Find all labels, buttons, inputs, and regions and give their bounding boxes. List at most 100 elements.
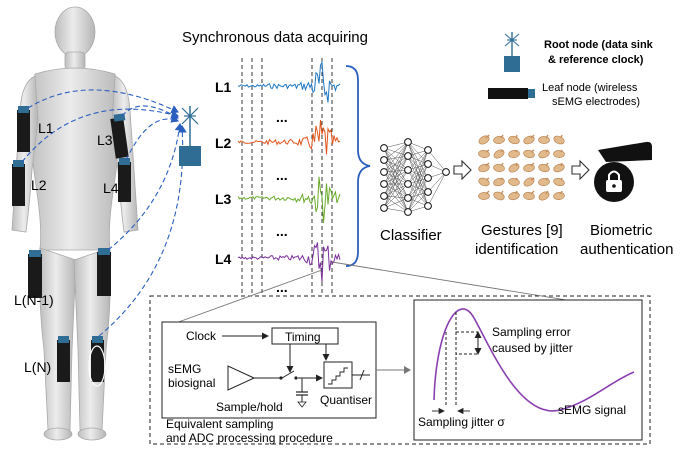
gesture-thumbnail (493, 177, 505, 187)
electrode-l2 (12, 160, 25, 206)
biometric-label-line1: Biometric (590, 222, 653, 239)
gesture-thumbnail (553, 177, 565, 187)
gestures-label-line2: identification (475, 241, 558, 258)
signal-trace-l4 (237, 242, 341, 283)
gesture-thumbnail (478, 134, 490, 145)
semg-signal-curve (433, 308, 635, 412)
nn-connection (407, 191, 429, 213)
sampling-error-line1: Sampling error (492, 325, 571, 339)
nn-connection (407, 149, 429, 171)
signal-traces (237, 60, 341, 283)
nn-connection (427, 171, 447, 207)
nn-connection (383, 169, 409, 209)
classifier-network-icon (380, 138, 450, 216)
sampling-jitter-label: Sampling jitter σ (418, 415, 505, 429)
sample-hold-label: Sample/hold (216, 400, 283, 414)
nn-node (404, 152, 412, 160)
nn-connection (383, 183, 409, 197)
channel-label-l3: L3 (215, 191, 232, 207)
nn-node (404, 194, 412, 202)
gesture-images-grid (478, 134, 565, 201)
nn-node (380, 204, 388, 212)
gesture-thumbnail (478, 162, 490, 173)
biometric-label-line2: authentication (580, 241, 673, 258)
electrode-l1 (17, 106, 30, 152)
nn-connection (383, 183, 409, 213)
sampling-error-line2: caused by jitter (492, 341, 573, 355)
gesture-thumbnail (508, 190, 520, 201)
gesture-thumbnail (538, 177, 550, 186)
sample-hold-switch-icon (279, 370, 323, 408)
gesture-thumbnail (508, 149, 520, 158)
gesture-thumbnail (553, 149, 565, 158)
nn-connection (383, 155, 409, 197)
nn-node (404, 208, 412, 216)
channel-label-l1: L1 (215, 79, 232, 95)
detail-panel (149, 295, 651, 445)
gestures-label-line1: Gestures [9] (481, 222, 563, 239)
legend-root-line1: Root node (data sink (544, 39, 654, 51)
sync-lines (241, 58, 333, 296)
body-label-ln: L(N) (24, 359, 51, 375)
electrode-ln-left (57, 336, 70, 382)
nn-connection (383, 183, 409, 209)
legend-root-node-icon (504, 32, 520, 72)
nn-connection (427, 149, 447, 173)
jitter-plot-panel (413, 299, 643, 441)
gesture-thumbnail (493, 190, 505, 201)
nn-node (404, 180, 412, 188)
arrow-to-biometric (571, 159, 590, 181)
nn-connection (383, 171, 409, 185)
body-label-l1: L1 (38, 120, 54, 136)
gesture-thumbnail (523, 162, 535, 172)
nn-node (380, 144, 388, 152)
legend-root-line2: & reference clock) (548, 54, 644, 66)
nn-connection (383, 159, 409, 185)
nn-connection (383, 171, 409, 199)
nn-connection (383, 147, 409, 157)
nn-connection (383, 141, 409, 209)
signal-trace-l2 (237, 119, 341, 155)
ellipsis-2: ... (276, 167, 288, 183)
nn-connection (383, 159, 409, 171)
nn-connection (383, 183, 409, 199)
nn-connection (383, 195, 409, 213)
gesture-thumbnail (493, 134, 505, 144)
quantiser-label: Quantiser (320, 393, 372, 407)
nn-connection (383, 147, 409, 199)
gesture-thumbnail (508, 162, 520, 173)
amplifier-icon (227, 365, 256, 391)
nn-node (404, 138, 412, 146)
gesture-thumbnail (478, 149, 490, 158)
body-label-l3: L3 (97, 132, 113, 148)
nn-node (380, 192, 388, 200)
gesture-thumbnail (553, 190, 565, 200)
gesture-thumbnail (478, 190, 490, 200)
nn-connection (407, 163, 429, 213)
nn-connection (383, 141, 409, 197)
root-node-icon (179, 106, 201, 166)
electrode-ln1-left (28, 250, 42, 298)
arrow-to-gestures (453, 159, 472, 181)
gesture-thumbnail (538, 149, 550, 159)
gesture-thumbnail (508, 177, 520, 186)
nn-connection (383, 155, 409, 161)
gesture-thumbnail (508, 134, 520, 145)
nn-connection (383, 147, 409, 213)
ellipsis-4: ... (276, 279, 288, 295)
nn-node (404, 166, 412, 174)
adc-caption-line1: Equivalent sampling (166, 417, 273, 431)
nn-connection (383, 169, 409, 197)
nn-node (424, 202, 432, 210)
nn-node (380, 168, 388, 176)
nn-connection (407, 149, 429, 185)
nn-connection (383, 141, 409, 149)
quantiser-icon (323, 361, 370, 389)
nn-connection (383, 155, 409, 209)
body-label-l2: L2 (31, 177, 47, 193)
nn-connection (383, 171, 409, 213)
gesture-thumbnail (523, 177, 535, 187)
electrode-ln-right (88, 336, 106, 387)
classifier-label: Classifier (380, 227, 442, 244)
